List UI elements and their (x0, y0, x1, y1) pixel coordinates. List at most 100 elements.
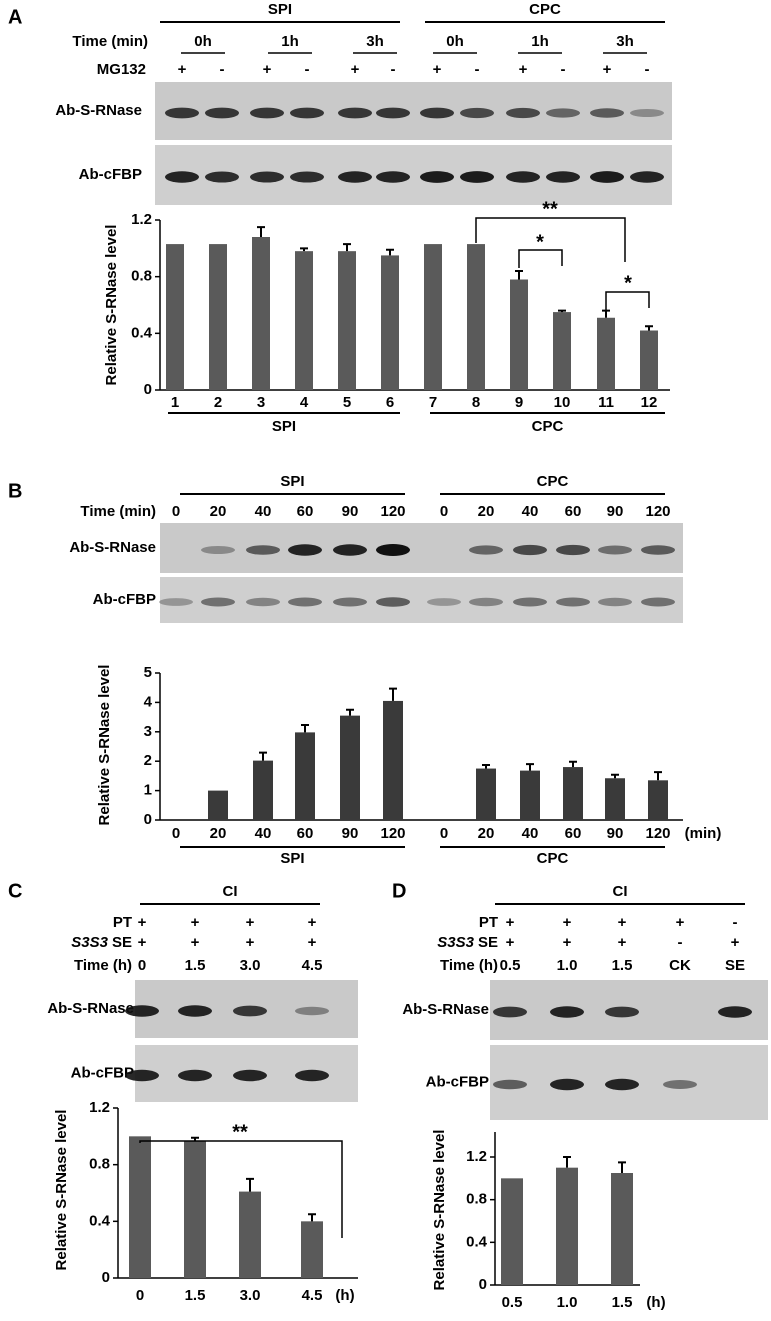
bar (563, 767, 583, 820)
x-tick-label: 10 (554, 394, 571, 411)
sign: + (191, 934, 200, 951)
blot-band (493, 1079, 527, 1090)
blot-band (125, 1069, 159, 1082)
blot-band (295, 1006, 329, 1016)
x-tick-label: 3.0 (240, 1287, 261, 1304)
blot-band (338, 107, 372, 119)
y-tick-label: 1.2 (89, 1099, 110, 1116)
bar (605, 778, 625, 820)
blot-band (333, 544, 367, 556)
blot-band (290, 107, 324, 119)
sign: + (308, 914, 317, 931)
blot-band (420, 171, 454, 183)
time-value: 1h (281, 33, 299, 50)
blot-label: Ab-S-RNase (47, 1000, 134, 1017)
time-value: 1.0 (557, 957, 578, 974)
sign: + (263, 61, 272, 78)
time-label: Time (min) (72, 33, 148, 50)
significance-mark: * (624, 272, 632, 294)
sign: + (506, 934, 515, 951)
bar (381, 255, 399, 390)
error-bar (515, 270, 523, 280)
x-tick-label: 1.5 (185, 1287, 206, 1304)
time-value: 0 (440, 503, 448, 520)
sign: + (138, 914, 147, 931)
blot-band (556, 597, 590, 607)
blot-band (460, 171, 494, 183)
x-unit: (min) (685, 825, 722, 842)
error-bar (386, 248, 394, 256)
blot-band (550, 1078, 584, 1091)
blot-band (165, 171, 199, 183)
bar (340, 715, 360, 820)
error-bar (611, 773, 619, 779)
bar (553, 312, 571, 390)
y-axis-label: Relative S-RNase level (431, 1130, 448, 1291)
blot-band (605, 1078, 639, 1091)
blot-band (513, 544, 547, 556)
time-value: SE (725, 957, 745, 974)
significance-mark: ** (542, 198, 558, 220)
blot-band (333, 597, 367, 607)
blot-band (663, 1080, 697, 1089)
sign: + (563, 914, 572, 931)
row-label-prefix: S3S3 (437, 934, 474, 951)
blot-band (590, 171, 624, 183)
x-tick-label: 40 (255, 825, 272, 842)
group-label: CPC (537, 473, 569, 490)
bar (253, 760, 273, 820)
blot-band (290, 171, 324, 183)
y-tick-label: 0.4 (131, 324, 153, 341)
row-label: PT (113, 914, 132, 931)
sign: + (246, 934, 255, 951)
x-tick-label: 9 (515, 394, 523, 411)
blot-band (159, 598, 193, 606)
error-bar (308, 1213, 316, 1222)
sign: + (351, 61, 360, 78)
blot-band (506, 107, 540, 119)
blot-band (630, 171, 664, 183)
error-bar (191, 1136, 199, 1141)
error-bar (654, 771, 662, 781)
blot-band (250, 107, 284, 119)
y-tick-label: 4 (144, 693, 153, 710)
blot-label: Ab-cFBP (71, 1064, 134, 1081)
x-tick-label: 0 (440, 825, 448, 842)
row-label: SE (478, 934, 498, 951)
x-unit: (h) (335, 1287, 354, 1304)
row-label: SE (112, 934, 132, 951)
blot-band (288, 544, 322, 556)
time-value: 20 (478, 503, 495, 520)
panel-label: C (8, 880, 22, 902)
blot-band (460, 107, 494, 119)
bar (597, 317, 615, 390)
group-label: SPI (280, 850, 304, 867)
sign: + (676, 914, 685, 931)
time-value: 0h (194, 33, 212, 50)
bar (295, 732, 315, 820)
sign: + (563, 934, 572, 951)
bar (209, 244, 227, 390)
bar (383, 700, 403, 820)
time-value: 60 (297, 503, 314, 520)
x-tick-label: 1.5 (612, 1294, 633, 1311)
error-bar (246, 1177, 254, 1192)
blot-band (546, 108, 580, 118)
group-label: SPI (272, 418, 296, 435)
x-tick-label: 5 (343, 394, 351, 411)
y-tick-label: 0 (479, 1276, 487, 1293)
y-tick-label: 3 (144, 723, 152, 740)
significance-bracket (139, 1140, 343, 1238)
x-tick-label: 0 (172, 825, 180, 842)
x-tick-label: 12 (641, 394, 658, 411)
blot-image (160, 523, 683, 573)
blot-band (201, 597, 235, 607)
sign: + (731, 934, 740, 951)
x-tick-label: 60 (565, 825, 582, 842)
blot-image (160, 577, 683, 623)
blot-band (550, 1006, 584, 1018)
sign: - (733, 914, 738, 931)
x-tick-label: 60 (297, 825, 314, 842)
error-bar (526, 763, 534, 771)
time-label: Time (h) (440, 957, 498, 974)
